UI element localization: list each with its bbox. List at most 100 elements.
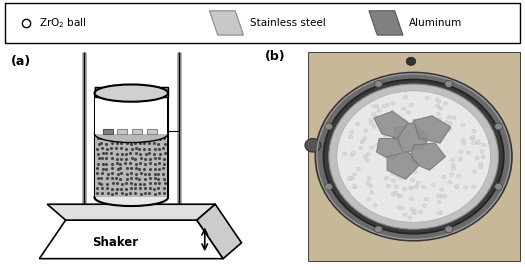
Circle shape <box>373 204 377 207</box>
Circle shape <box>350 130 354 134</box>
Circle shape <box>348 176 352 180</box>
Text: Shaker: Shaker <box>92 236 138 249</box>
Bar <box>102 129 112 134</box>
Circle shape <box>454 184 459 188</box>
Circle shape <box>393 191 397 195</box>
Circle shape <box>370 191 374 194</box>
Circle shape <box>408 186 413 190</box>
Polygon shape <box>393 123 429 152</box>
Circle shape <box>363 137 367 140</box>
Circle shape <box>393 191 398 195</box>
Circle shape <box>385 103 390 107</box>
Polygon shape <box>376 139 403 161</box>
Circle shape <box>378 146 382 150</box>
Circle shape <box>437 140 441 144</box>
Circle shape <box>495 123 502 130</box>
Circle shape <box>406 57 416 65</box>
Circle shape <box>380 146 384 149</box>
Circle shape <box>482 143 486 147</box>
Circle shape <box>420 143 424 147</box>
Circle shape <box>401 206 405 210</box>
Circle shape <box>458 157 463 161</box>
Circle shape <box>400 163 404 166</box>
Circle shape <box>437 100 441 103</box>
Circle shape <box>406 131 411 135</box>
Circle shape <box>449 173 454 176</box>
Circle shape <box>461 138 465 142</box>
Circle shape <box>402 148 406 151</box>
Circle shape <box>439 188 444 191</box>
Circle shape <box>379 146 383 149</box>
Circle shape <box>409 186 414 190</box>
Circle shape <box>355 122 360 126</box>
Circle shape <box>439 194 443 198</box>
Circle shape <box>456 174 460 178</box>
Bar <box>117 129 127 134</box>
Circle shape <box>329 84 498 229</box>
Circle shape <box>352 184 356 188</box>
Circle shape <box>397 206 401 210</box>
Circle shape <box>433 120 437 123</box>
Circle shape <box>412 119 416 123</box>
Circle shape <box>437 211 441 215</box>
Circle shape <box>380 143 384 147</box>
Circle shape <box>366 197 371 201</box>
Ellipse shape <box>94 85 168 102</box>
Circle shape <box>363 129 368 133</box>
Circle shape <box>480 150 484 153</box>
Circle shape <box>471 141 476 144</box>
Circle shape <box>412 155 416 158</box>
Circle shape <box>403 213 407 217</box>
Circle shape <box>391 172 395 176</box>
Bar <box>95 93 167 134</box>
Circle shape <box>391 102 395 105</box>
Circle shape <box>459 150 463 154</box>
Circle shape <box>407 146 411 149</box>
Polygon shape <box>387 152 419 179</box>
Circle shape <box>461 142 466 145</box>
Circle shape <box>476 140 480 143</box>
Circle shape <box>479 163 483 166</box>
Circle shape <box>427 157 432 161</box>
Circle shape <box>467 151 471 155</box>
Circle shape <box>428 150 432 154</box>
Circle shape <box>372 125 376 128</box>
Circle shape <box>374 226 382 233</box>
Circle shape <box>471 135 475 139</box>
Circle shape <box>350 177 354 180</box>
Circle shape <box>448 180 452 184</box>
Circle shape <box>409 103 413 107</box>
Circle shape <box>347 177 351 180</box>
Bar <box>94 93 168 197</box>
Circle shape <box>423 204 427 207</box>
Polygon shape <box>374 111 408 139</box>
Circle shape <box>431 183 435 187</box>
Circle shape <box>395 174 400 177</box>
Circle shape <box>444 102 448 105</box>
Circle shape <box>392 161 396 165</box>
Polygon shape <box>209 11 244 35</box>
Circle shape <box>391 179 395 183</box>
Circle shape <box>408 216 412 220</box>
Circle shape <box>418 210 422 214</box>
Circle shape <box>412 211 416 215</box>
Circle shape <box>316 73 512 241</box>
Polygon shape <box>414 116 451 143</box>
Circle shape <box>406 111 411 114</box>
Circle shape <box>377 109 381 112</box>
Polygon shape <box>408 143 445 170</box>
Circle shape <box>369 122 373 125</box>
Circle shape <box>464 186 468 190</box>
Circle shape <box>360 140 364 144</box>
Circle shape <box>397 137 401 141</box>
Circle shape <box>359 146 363 150</box>
Circle shape <box>472 170 477 173</box>
Circle shape <box>442 175 446 179</box>
Circle shape <box>323 79 504 234</box>
Circle shape <box>382 127 386 131</box>
Text: (b): (b) <box>265 50 286 63</box>
Circle shape <box>402 107 406 110</box>
Circle shape <box>428 117 432 121</box>
Circle shape <box>413 170 417 174</box>
Circle shape <box>452 167 456 170</box>
